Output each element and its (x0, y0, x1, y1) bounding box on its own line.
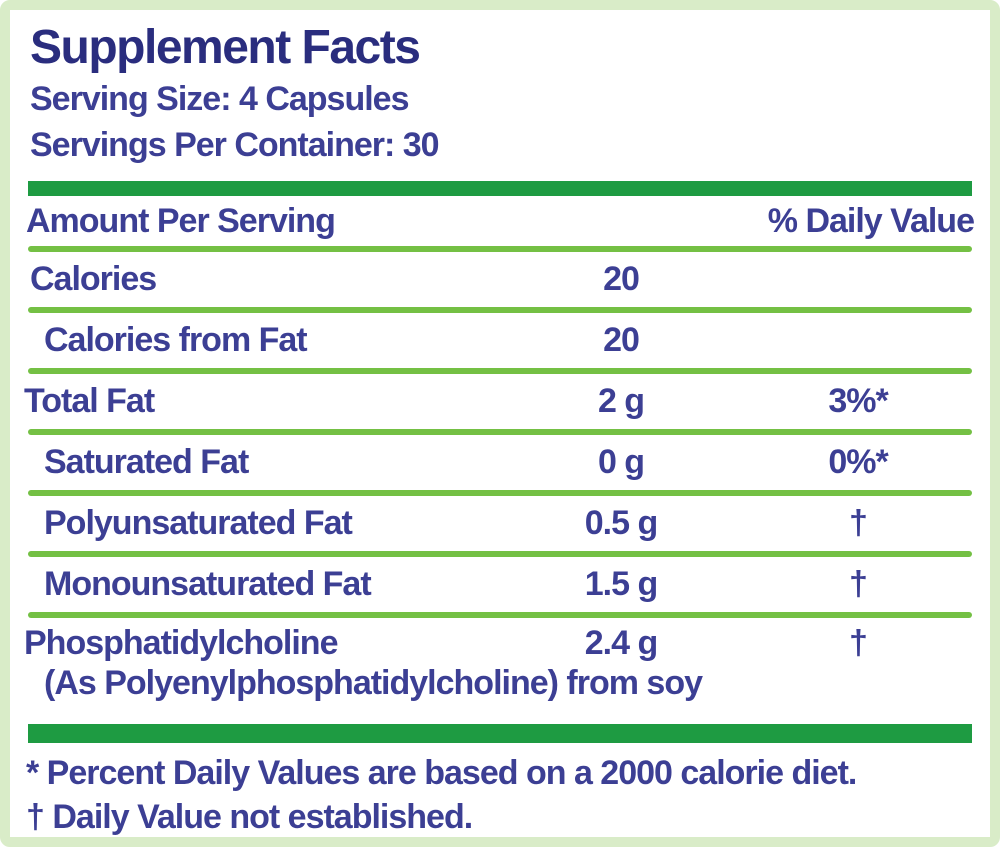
amount-per-serving-header: Amount Per Serving (26, 201, 336, 240)
nutrient-row: Phosphatidylcholine 2.4 g † (As Polyenylpho… (20, 618, 980, 714)
row-separator (28, 429, 972, 436)
row-separator (28, 368, 972, 375)
row-separator (28, 490, 972, 497)
nutrient-row: Calories 20 (20, 252, 980, 307)
nutrient-daily-value: 0%* (828, 443, 888, 482)
row-separator (28, 307, 972, 314)
top-divider-bar (28, 181, 972, 197)
row-separator (28, 612, 972, 619)
nutrient-row: Calories from Fat 20 (20, 313, 980, 368)
nutrient-daily-value: † (849, 565, 868, 604)
row-separator (28, 551, 972, 558)
nutrient-amount: 2 g (597, 382, 645, 421)
nutrient-subtext: (As Polyenylphosphatidylcholine) from so… (44, 664, 703, 703)
footnotes: * Percent Daily Values are based on a 20… (20, 743, 980, 837)
label-title: Supplement Facts (30, 21, 421, 74)
nutrient-amount: 0 g (597, 443, 645, 482)
bottom-divider-bar (28, 723, 972, 743)
serving-size-text: Serving Size: 4 Capsules (30, 79, 410, 118)
nutrient-name: Polyunsaturated Fat (44, 504, 353, 543)
daily-value-header: % Daily Value (767, 201, 975, 240)
table-header-row: Amount Per Serving % Daily Value (20, 196, 980, 246)
row-separator (28, 246, 972, 253)
nutrient-row: Monounsaturated Fat 1.5 g † (20, 557, 980, 612)
nutrient-name: Calories (30, 260, 157, 299)
nutrient-name: Calories from Fat (44, 321, 308, 360)
nutrient-row: Total Fat 2 g 3%* (20, 374, 980, 429)
nutrient-name: Monounsaturated Fat (44, 565, 372, 604)
servings-per-container-text: Servings Per Container: 30 (30, 125, 440, 164)
nutrient-name: Phosphatidylcholine (24, 624, 338, 663)
nutrient-amount: 20 (603, 321, 640, 360)
footnote-daily-values: * Percent Daily Values are based on a 20… (26, 753, 857, 792)
nutrient-name: Saturated Fat (44, 443, 249, 482)
nutrient-daily-value: † (849, 504, 868, 543)
label-header: Supplement Facts Serving Size: 4 Capsule… (20, 14, 980, 168)
nutrient-amount: 2.4 g (584, 624, 658, 663)
nutrient-name: Total Fat (24, 382, 155, 421)
nutrient-daily-value: 3%* (828, 382, 888, 421)
label-content: Supplement Facts Serving Size: 4 Capsule… (10, 10, 990, 837)
nutrient-row: Polyunsaturated Fat 0.5 g † (20, 496, 980, 551)
nutrient-amount: 0.5 g (584, 504, 658, 543)
nutrient-table-body: Calories 20 Calories from Fat 20 Total Fat 2 … (20, 246, 980, 714)
nutrient-amount: 1.5 g (584, 565, 658, 604)
nutrient-daily-value: † (849, 624, 868, 663)
nutrient-row: Saturated Fat 0 g 0%* (20, 435, 980, 490)
nutrient-amount: 20 (603, 260, 640, 299)
footnote-dagger: † Daily Value not established. (26, 798, 473, 837)
